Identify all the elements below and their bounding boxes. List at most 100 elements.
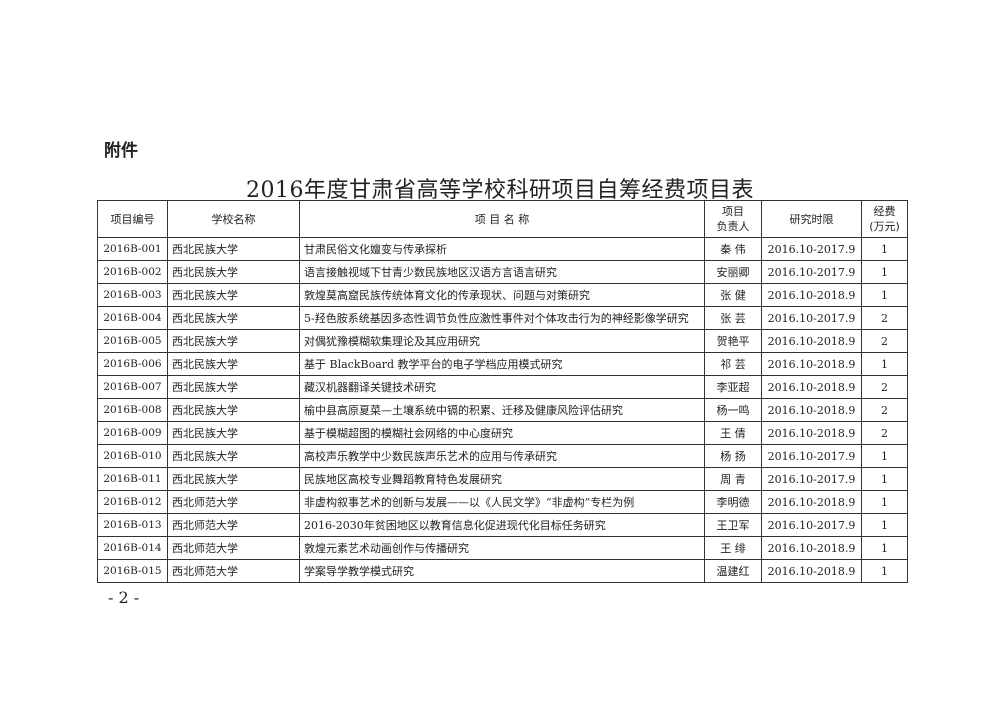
cell-school: 西北师范大学: [167, 536, 300, 560]
cell-fund: 2: [861, 329, 908, 353]
cell-leader: 李明德: [704, 490, 762, 514]
cell-school: 西北民族大学: [167, 306, 300, 330]
cell-leader: 祁 芸: [704, 352, 762, 376]
table-row: 2016B-010 西北民族大学 高校声乐教学中少数民族声乐艺术的应用与传承研究杨 …: [97, 444, 908, 468]
cell-school: 西北师范大学: [167, 490, 300, 514]
table-row: 2016B-002 西北民族大学 语言接触视域下甘青少数民族地区汉语方言语言研究 安丽…: [97, 260, 908, 284]
header-school: 学校名称: [167, 200, 300, 238]
header-fund-line1: 经费: [873, 205, 896, 218]
table-row: 2016B-008 西北民族大学 榆中县高原夏菜—土壤系统中镉的积累、迁移及健康风险…: [97, 398, 908, 422]
cell-period: 2016.10-2018.9: [761, 375, 862, 399]
cell-school: 西北民族大学: [167, 467, 300, 491]
cell-code: 2016B-003: [97, 283, 168, 307]
cell-fund: 2: [861, 421, 908, 445]
cell-code: 2016B-002: [97, 260, 168, 284]
cell-school: 西北师范大学: [167, 513, 300, 537]
page-number: - 2 -: [108, 588, 140, 607]
cell-fund: 1: [861, 260, 908, 284]
cell-school: 西北民族大学: [167, 375, 300, 399]
table-row: 2016B-014 西北师范大学 敦煌元素艺术动画创作与传播研究王 绯 2016.10…: [97, 536, 908, 560]
cell-period: 2016.10-2018.9: [761, 398, 862, 422]
cell-fund: 1: [861, 490, 908, 514]
cell-fund: 1: [861, 444, 908, 468]
cell-fund: 1: [861, 536, 908, 560]
cell-school: 西北民族大学: [167, 283, 300, 307]
cell-leader: 张 健: [704, 283, 762, 307]
table-row: 2016B-005 西北民族大学 对偶犹豫模糊软集理论及其应用研究 贺艳平 2016.1…: [97, 329, 908, 353]
table-row: 2016B-013 西北师范大学 2016-2030年贫困地区以教育信息化促进现代化…: [97, 513, 908, 537]
cell-name: 敦煌元素艺术动画创作与传播研究: [299, 536, 705, 560]
header-period: 研究时限: [761, 200, 862, 238]
header-fund-line2: (万元): [869, 220, 900, 233]
cell-period: 2016.10-2017.9: [761, 260, 862, 284]
header-name: 项 目 名 称: [299, 200, 705, 238]
table-row: 2016B-004 西北民族大学 5-羟色胺系统基因多态性调节负性应激性事件对个体攻…: [97, 306, 908, 330]
attachment-label: 附件: [104, 141, 138, 161]
cell-period: 2016.10-2018.9: [761, 352, 862, 376]
cell-fund: 2: [861, 375, 908, 399]
cell-fund: 1: [861, 352, 908, 376]
cell-fund: 2: [861, 398, 908, 422]
cell-name: 5-羟色胺系统基因多态性调节负性应激性事件对个体攻击行为的神经影像学研究: [299, 306, 705, 330]
cell-code: 2016B-012: [97, 490, 168, 514]
cell-name: 学案导学教学模式研究: [299, 559, 705, 583]
cell-name: 藏汉机器翻译关键技术研究: [299, 375, 705, 399]
project-table: 项目编号 学校名称 项 目 名 称 项目 负责人 研究时限 经费 (万元) 2016…: [97, 200, 908, 583]
table-row: 2016B-006 西北民族大学 基于 BlackBoard 教学平台的电子学档应用…: [97, 352, 908, 376]
cell-fund: 2: [861, 306, 908, 330]
cell-period: 2016.10-2017.9: [761, 513, 862, 537]
cell-code: 2016B-008: [97, 398, 168, 422]
cell-fund: 1: [861, 283, 908, 307]
cell-school: 西北民族大学: [167, 237, 300, 261]
table-row: 2016B-007 西北民族大学 藏汉机器翻译关键技术研究 李亚超 2016.10-20…: [97, 375, 908, 399]
cell-period: 2016.10-2018.9: [761, 536, 862, 560]
table-row: 2016B-012 西北师范大学 非虚构叙事艺术的创新与发展——以《人民文学》“非虚…: [97, 490, 908, 514]
cell-code: 2016B-004: [97, 306, 168, 330]
cell-school: 西北民族大学: [167, 398, 300, 422]
cell-period: 2016.10-2018.9: [761, 559, 862, 583]
cell-period: 2016.10-2017.9: [761, 306, 862, 330]
cell-code: 2016B-001: [97, 237, 168, 261]
cell-school: 西北民族大学: [167, 329, 300, 353]
cell-leader: 王 绯: [704, 536, 762, 560]
cell-leader: 李亚超: [704, 375, 762, 399]
cell-period: 2016.10-2017.9: [761, 467, 862, 491]
cell-name: 民族地区高校专业舞蹈教育特色发展研究: [299, 467, 705, 491]
table-row: 2016B-003 西北民族大学 敦煌莫高窟民族传统体育文化的传承现状、问题与对策研…: [97, 283, 908, 307]
cell-name: 2016-2030年贫困地区以教育信息化促进现代化目标任务研究: [299, 513, 705, 537]
cell-school: 西北民族大学: [167, 352, 300, 376]
cell-leader: 贺艳平: [704, 329, 762, 353]
cell-school: 西北民族大学: [167, 421, 300, 445]
table-row: 2016B-011 西北民族大学 民族地区高校专业舞蹈教育特色发展研究周 青 2016…: [97, 467, 908, 491]
cell-name: 敦煌莫高窟民族传统体育文化的传承现状、问题与对策研究: [299, 283, 705, 307]
cell-code: 2016B-007: [97, 375, 168, 399]
cell-period: 2016.10-2017.9: [761, 444, 862, 468]
cell-name: 基于模糊超图的模糊社会网络的中心度研究: [299, 421, 705, 445]
cell-leader: 杨 扬: [704, 444, 762, 468]
cell-name: 非虚构叙事艺术的创新与发展——以《人民文学》“非虚构”专栏为例: [299, 490, 705, 514]
cell-leader: 安丽卿: [704, 260, 762, 284]
cell-fund: 1: [861, 467, 908, 491]
cell-school: 西北师范大学: [167, 559, 300, 583]
header-code: 项目编号: [97, 200, 168, 238]
cell-leader: 秦 伟: [704, 237, 762, 261]
cell-school: 西北民族大学: [167, 260, 300, 284]
cell-leader: 张 芸: [704, 306, 762, 330]
cell-code: 2016B-010: [97, 444, 168, 468]
cell-fund: 1: [861, 237, 908, 261]
cell-code: 2016B-015: [97, 559, 168, 583]
cell-period: 2016.10-2018.9: [761, 421, 862, 445]
cell-fund: 1: [861, 513, 908, 537]
cell-code: 2016B-006: [97, 352, 168, 376]
cell-leader: 周 青: [704, 467, 762, 491]
cell-period: 2016.10-2018.9: [761, 490, 862, 514]
table-row: 2016B-001 西北民族大学 甘肃民俗文化嬗变与传承探析秦 伟 2016.10-2…: [97, 237, 908, 261]
table-row: 2016B-009 西北民族大学 基于模糊超图的模糊社会网络的中心度研究王 倩 201…: [97, 421, 908, 445]
cell-leader: 王 倩: [704, 421, 762, 445]
cell-period: 2016.10-2017.9: [761, 237, 862, 261]
cell-period: 2016.10-2018.9: [761, 283, 862, 307]
document-title: 2016年度甘肃省高等学校科研项目自筹经费项目表: [246, 178, 754, 203]
cell-fund: 1: [861, 559, 908, 583]
cell-period: 2016.10-2018.9: [761, 329, 862, 353]
cell-name: 对偶犹豫模糊软集理论及其应用研究: [299, 329, 705, 353]
